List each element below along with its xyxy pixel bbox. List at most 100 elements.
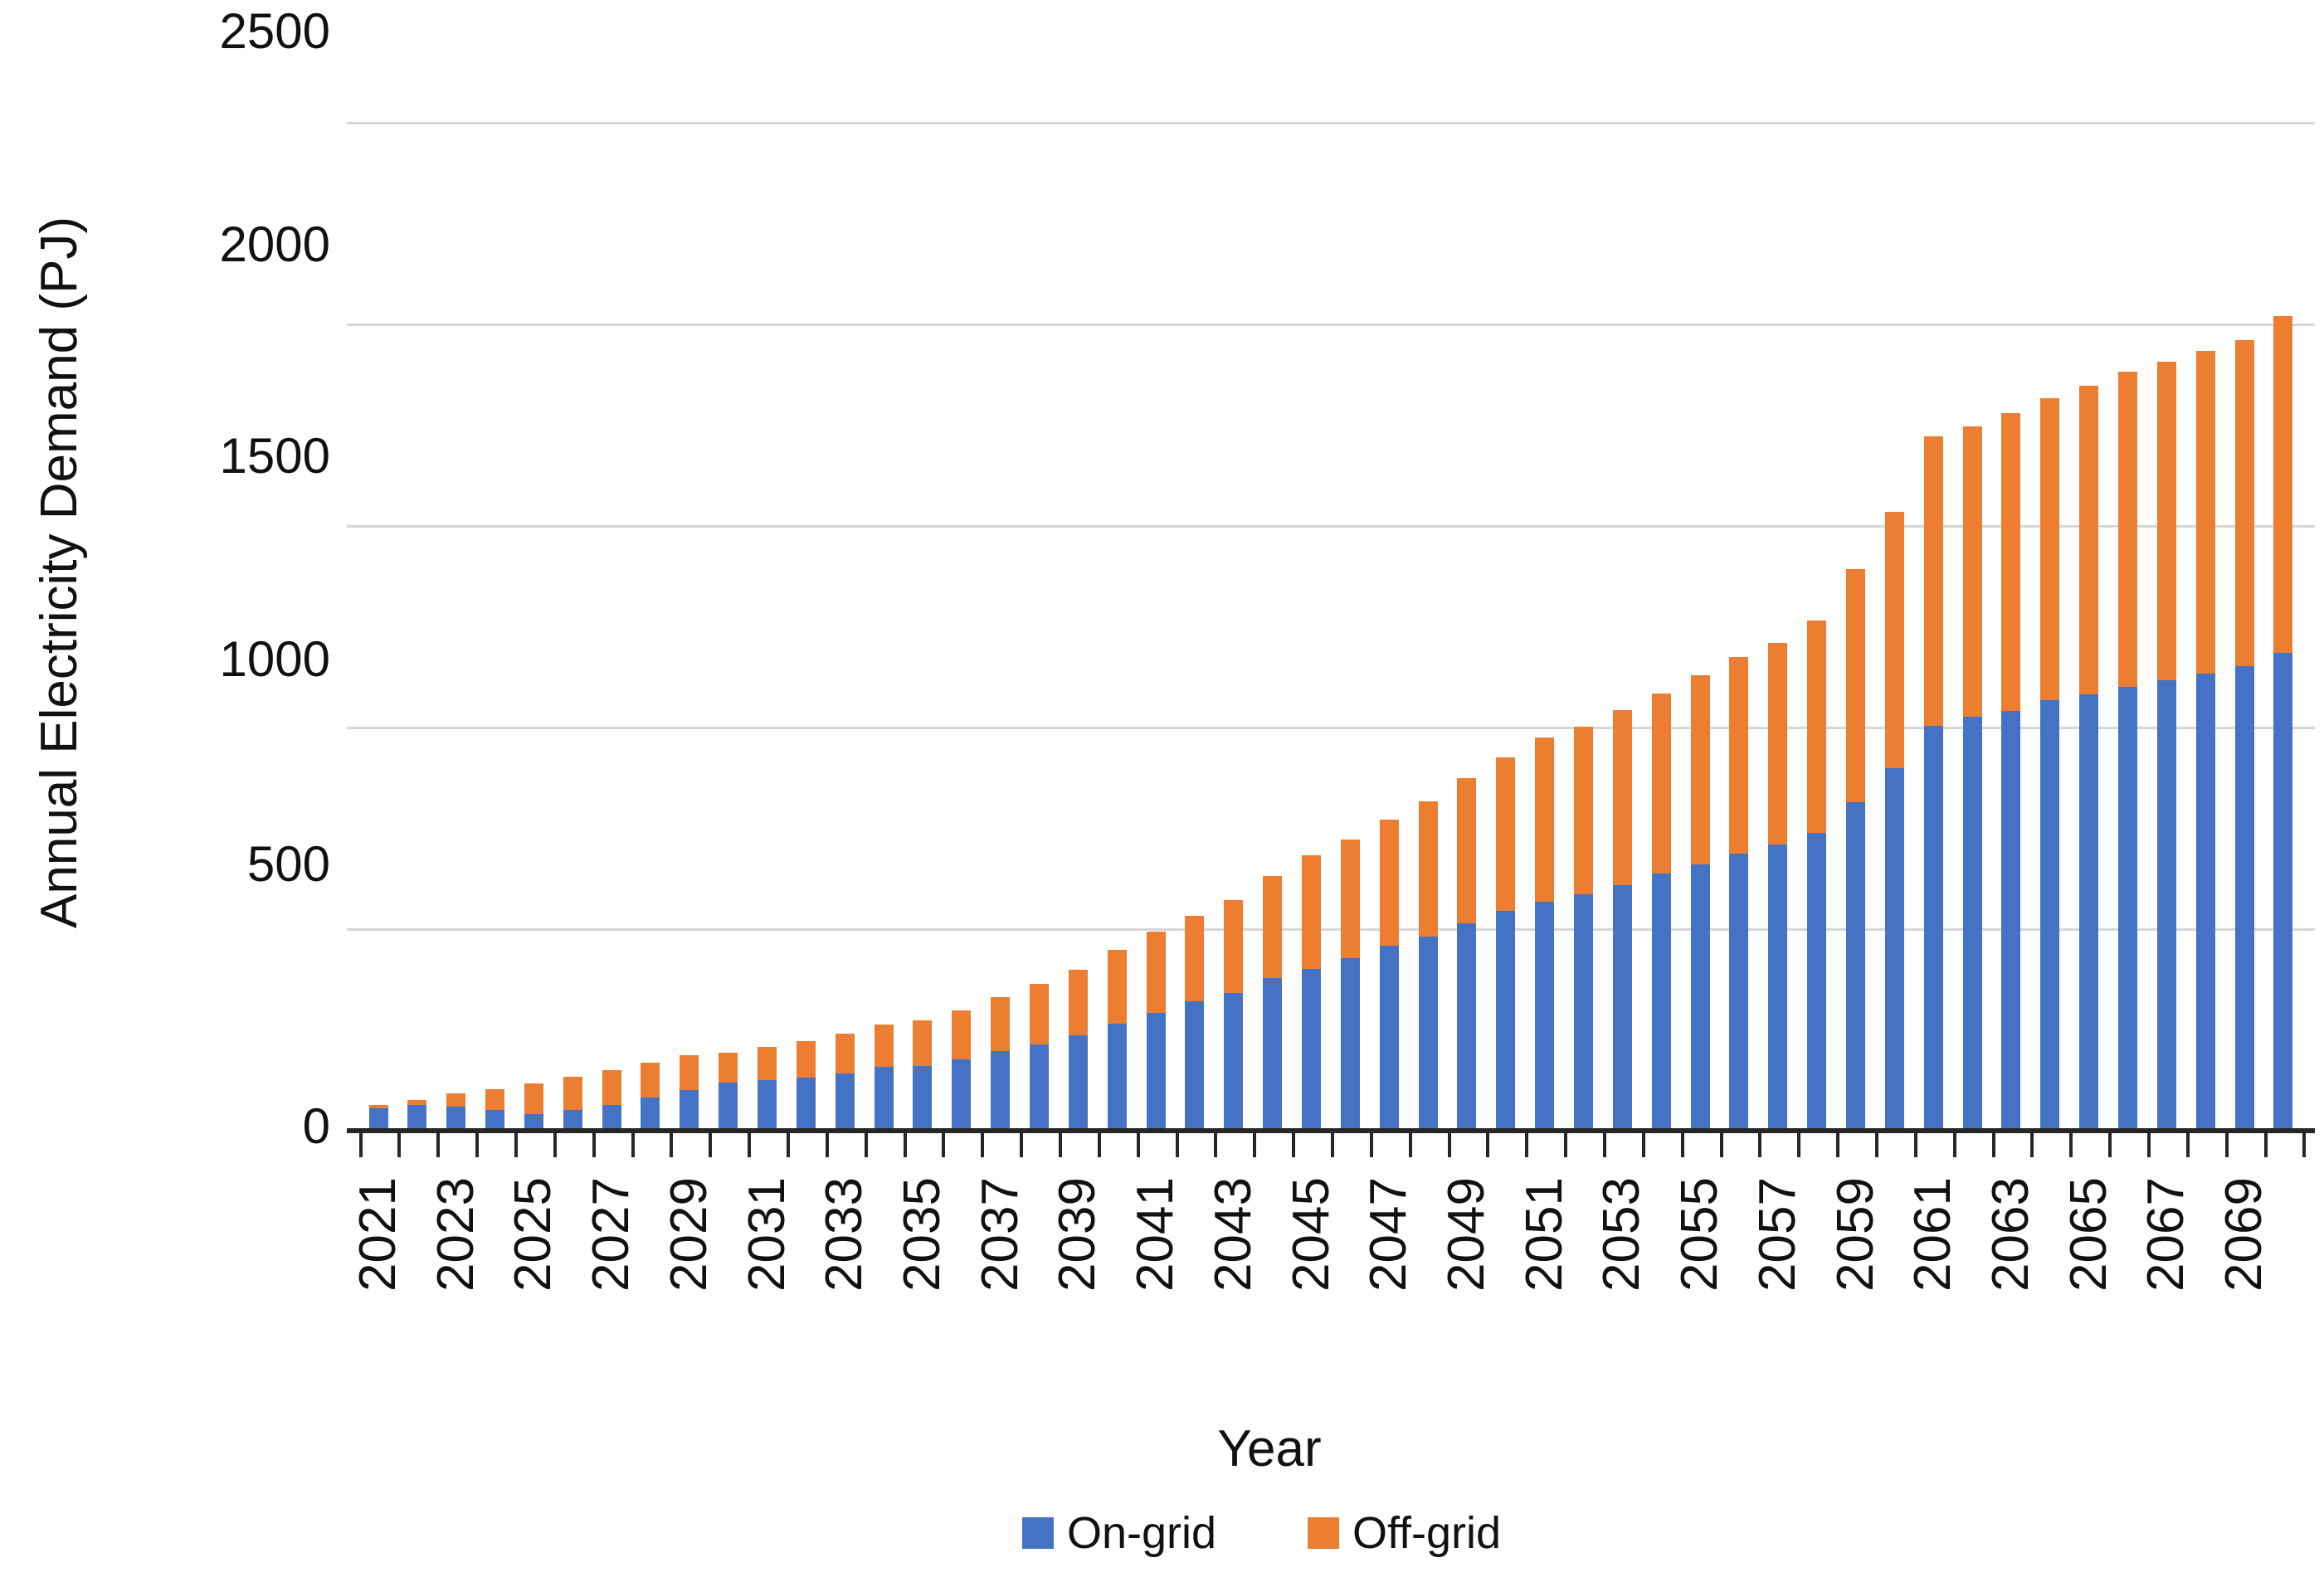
x-tick-label: 2067: [2137, 1177, 2195, 1292]
x-axis-tick: [1136, 1132, 1140, 1157]
bar-segment-on-grid: [1030, 1044, 1050, 1131]
bar-segment-on-grid: [1651, 874, 1671, 1131]
x-axis-tick: [1836, 1132, 1840, 1157]
x-axis-tick: [1058, 1132, 1062, 1157]
x-axis-tick: [553, 1132, 557, 1157]
x-tick-label: 2061: [1904, 1177, 1962, 1292]
x-axis-tick: [1097, 1132, 1101, 1157]
x-axis-tick: [2185, 1132, 2190, 1157]
bar-segment-on-grid: [2118, 687, 2138, 1131]
y-tick-label: 1500: [219, 428, 330, 484]
bar-segment-on-grid: [1224, 992, 1244, 1131]
bar-segment-off-grid: [1535, 737, 1555, 902]
bar-segment-off-grid: [680, 1054, 699, 1091]
bar-segment-on-grid: [1263, 978, 1283, 1131]
bar-segment-on-grid: [2079, 694, 2099, 1131]
bar-segment-off-grid: [1302, 854, 1322, 970]
x-axis-tick: [1952, 1132, 1956, 1157]
x-axis-tick: [1408, 1132, 1412, 1157]
bar-segment-on-grid: [2001, 710, 2021, 1131]
bar-segment-off-grid: [524, 1083, 543, 1114]
x-axis-tick: [397, 1132, 402, 1157]
x-axis-tick: [786, 1132, 790, 1157]
y-tick-label: 500: [246, 836, 330, 892]
x-axis-tick: [981, 1132, 985, 1157]
x-axis-tick: [1874, 1132, 1878, 1157]
y-tick-label: 1000: [219, 631, 330, 687]
legend-swatch-off-grid-icon: [1308, 1517, 1339, 1549]
x-tick-label: 2037: [971, 1177, 1029, 1292]
bar-segment-on-grid: [1807, 833, 1827, 1131]
bar-segment-off-grid: [1457, 777, 1477, 923]
x-tick-label: 2047: [1360, 1177, 1418, 1292]
bar-segment-off-grid: [835, 1033, 855, 1074]
bar-segment-on-grid: [1496, 910, 1516, 1131]
bar-segment-off-grid: [446, 1093, 466, 1107]
bar-segment-off-grid: [1884, 511, 1904, 768]
bar-segment-off-grid: [874, 1024, 894, 1068]
x-axis-tick: [864, 1132, 868, 1157]
bar-segment-off-grid: [641, 1062, 660, 1098]
x-axis-tick: [358, 1132, 363, 1157]
x-axis-tick: [942, 1132, 946, 1157]
bar-segment-on-grid: [1768, 844, 1788, 1131]
x-axis-tick: [1641, 1132, 1645, 1157]
bar-segment-off-grid: [1107, 949, 1127, 1024]
bar-segment-off-grid: [1846, 569, 1866, 802]
x-tick-label: 2069: [2215, 1177, 2273, 1292]
bar-segment-on-grid: [1418, 936, 1438, 1131]
x-axis-tick: [1369, 1132, 1373, 1157]
x-axis-tick: [1253, 1132, 1257, 1157]
x-axis-tick: [2108, 1132, 2112, 1157]
x-axis-tick: [1680, 1132, 1684, 1157]
x-axis-tick: [825, 1132, 829, 1157]
bar-segment-on-grid: [1457, 922, 1477, 1131]
x-axis-tick: [1486, 1132, 1490, 1157]
x-tick-label: 2025: [504, 1177, 563, 1292]
bar-segment-on-grid: [758, 1079, 777, 1131]
x-axis-tick: [2146, 1132, 2151, 1157]
bar-segment-off-grid: [407, 1100, 427, 1106]
bar-segment-off-grid: [1923, 436, 1943, 726]
x-axis-tick: [1602, 1132, 1606, 1157]
bar-segment-off-grid: [1690, 674, 1710, 865]
x-tick-label: 2027: [582, 1177, 641, 1292]
x-tick-label: 2021: [349, 1177, 407, 1292]
bar-segment-off-grid: [991, 997, 1011, 1051]
bar-segment-on-grid: [1690, 864, 1710, 1131]
x-axis-tick: [2302, 1132, 2307, 1157]
bar-segment-on-grid: [446, 1106, 466, 1131]
bar-segment-on-grid: [602, 1104, 621, 1131]
bar-segment-off-grid: [1418, 801, 1438, 937]
bar-segment-on-grid: [913, 1066, 933, 1131]
bar-segment-off-grid: [2079, 385, 2099, 695]
bar-segment-on-grid: [719, 1083, 738, 1131]
bar-segment-off-grid: [796, 1040, 816, 1078]
bar-segment-off-grid: [1651, 693, 1671, 874]
bar-segment-off-grid: [1340, 840, 1360, 959]
bar-segment-on-grid: [1962, 717, 1982, 1131]
gridline: [347, 927, 2315, 931]
bar-segment-on-grid: [1068, 1035, 1088, 1131]
x-tick-label: 2023: [426, 1177, 485, 1292]
y-tick-label: 2000: [219, 217, 330, 272]
y-axis-title: Annual Electricity Demand (PJ): [31, 217, 88, 928]
bar-segment-off-grid: [602, 1070, 621, 1105]
bar-segment-on-grid: [1846, 801, 1866, 1131]
legend-item-off-grid: Off-grid: [1308, 1508, 1501, 1558]
x-axis-tick: [903, 1132, 907, 1157]
x-tick-label: 2051: [1515, 1177, 1573, 1292]
bar-segment-off-grid: [1263, 876, 1283, 979]
x-tick-label: 2055: [1671, 1177, 1729, 1292]
gridline: [347, 121, 2315, 124]
bar-segment-off-grid: [1807, 621, 1827, 834]
y-tick-label: 0: [302, 1098, 330, 1154]
x-axis-tick: [2263, 1132, 2268, 1157]
legend-label-off-grid: Off-grid: [1352, 1508, 1502, 1558]
x-tick-label: 2053: [1593, 1177, 1651, 1292]
x-axis-tick: [514, 1132, 518, 1157]
x-tick-label: 2029: [660, 1177, 718, 1292]
bar-segment-off-grid: [2234, 340, 2254, 667]
